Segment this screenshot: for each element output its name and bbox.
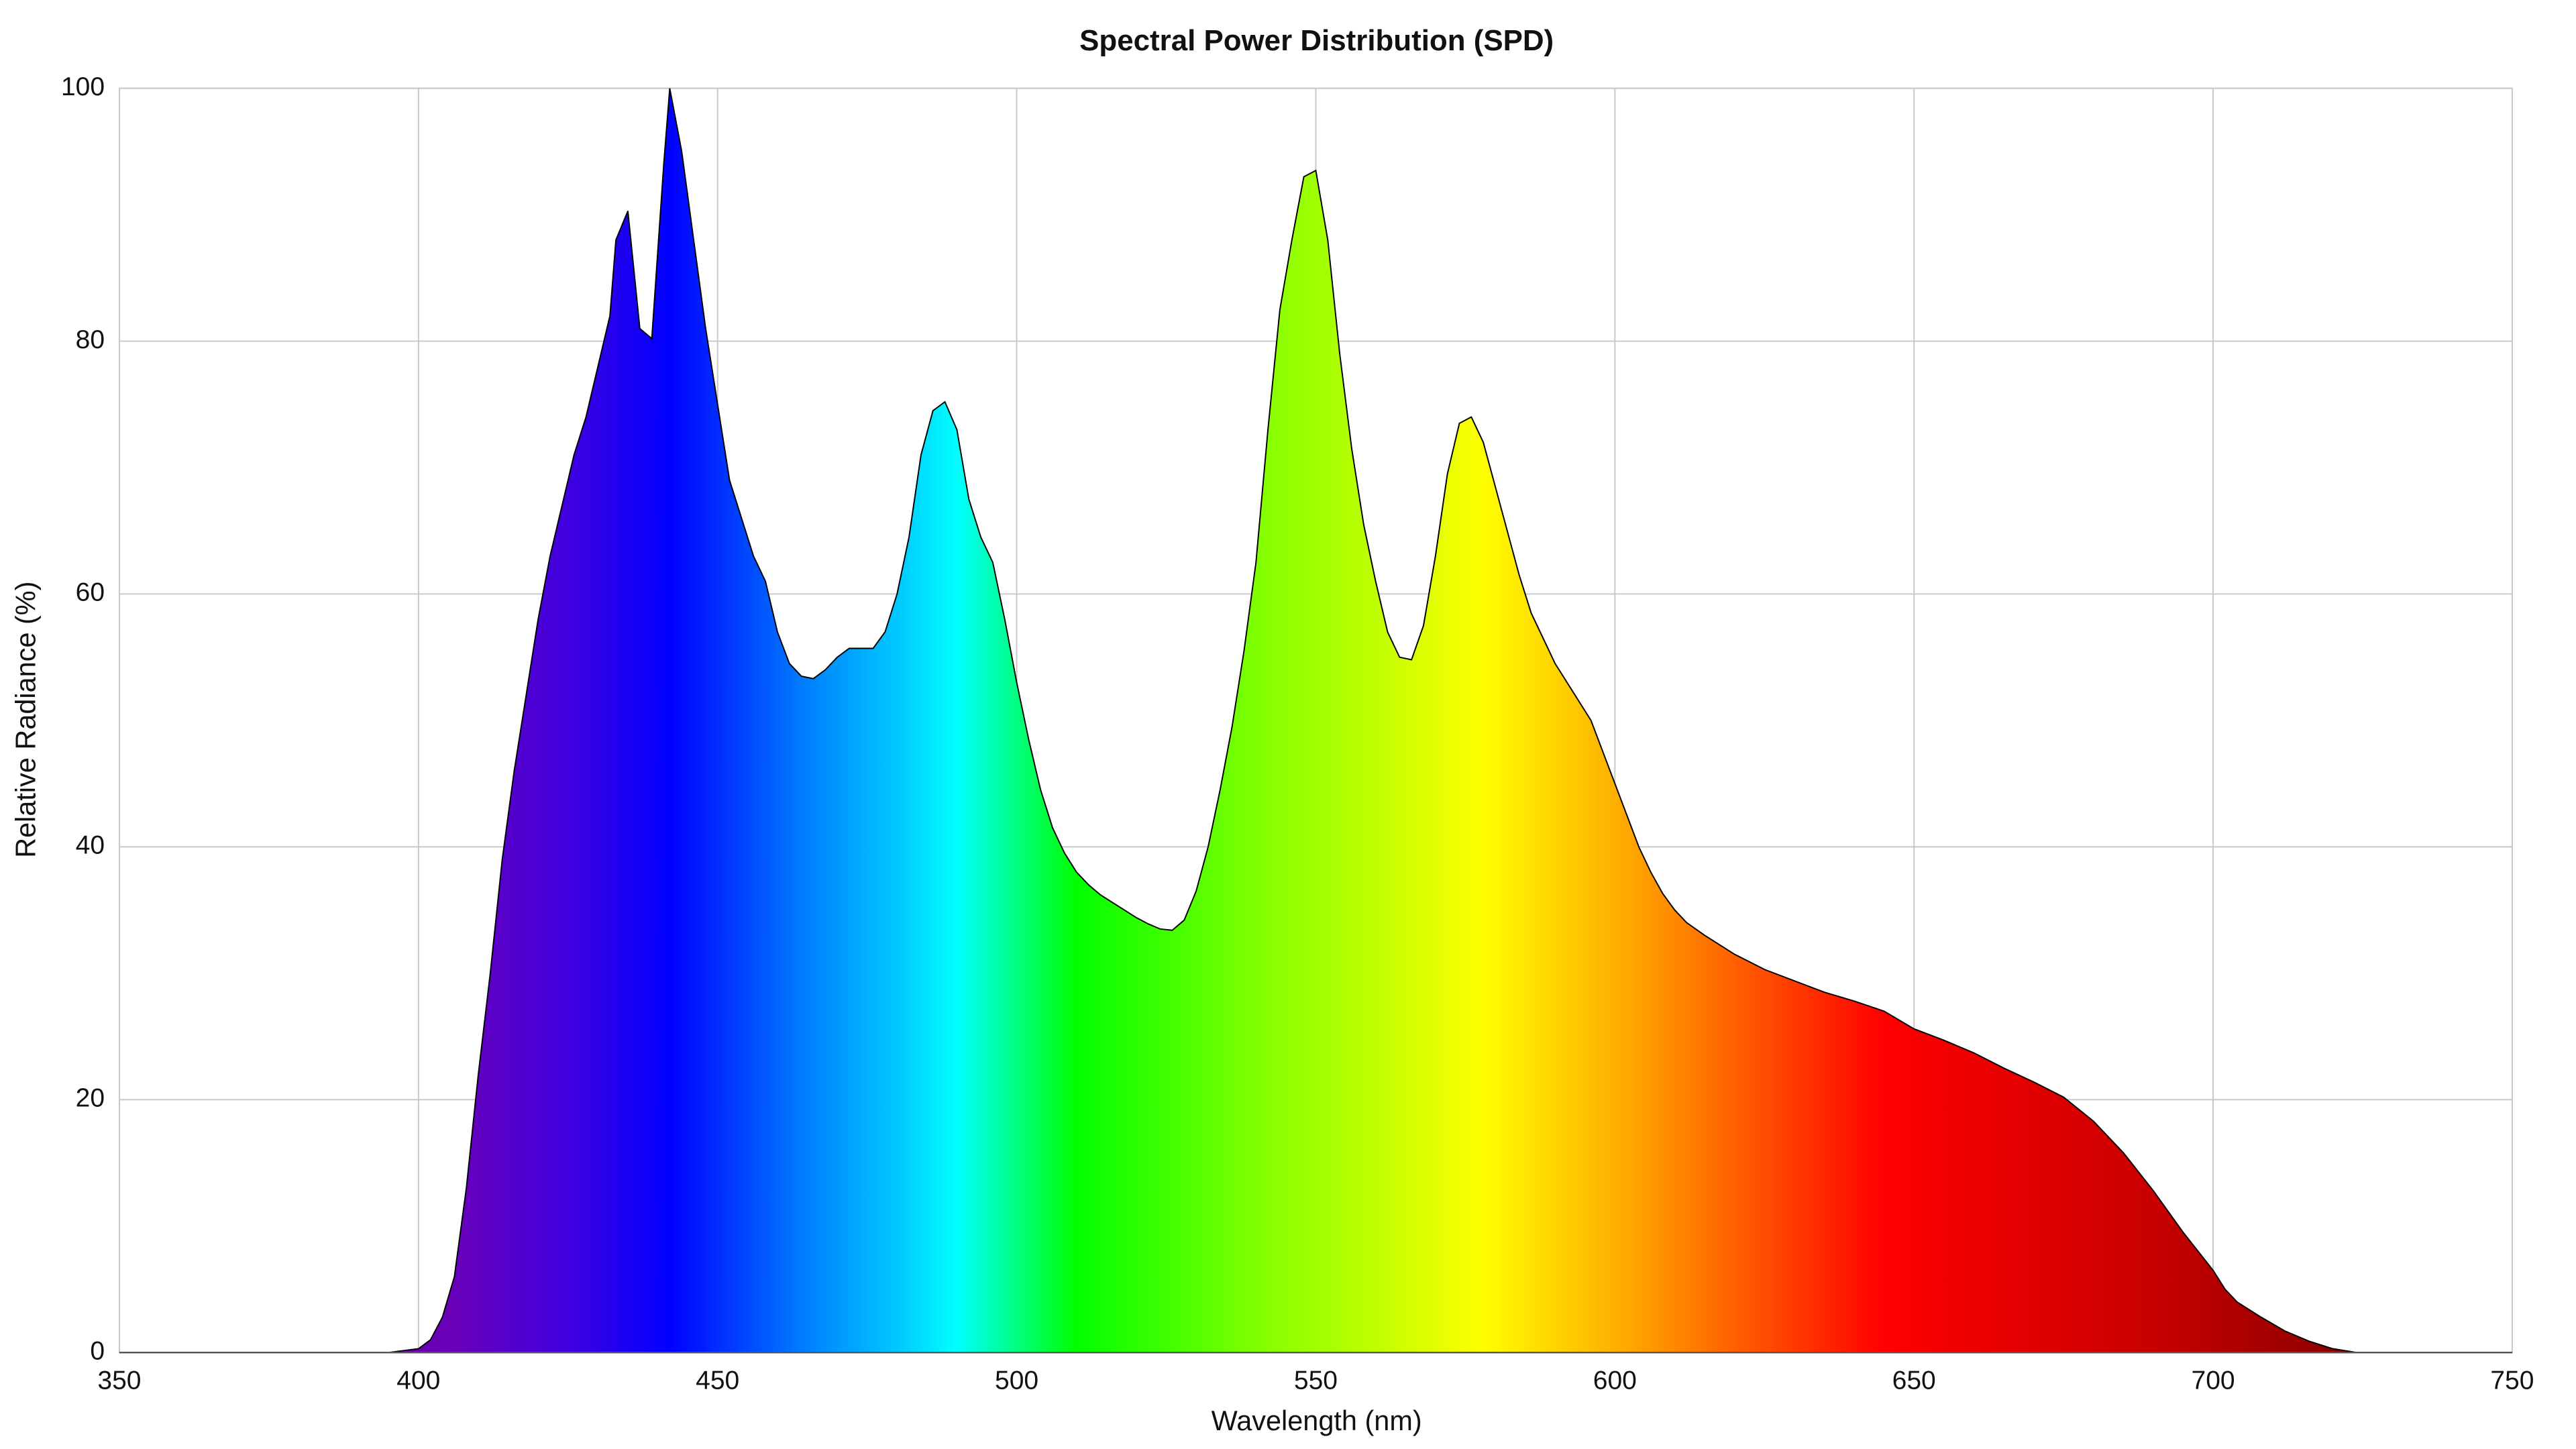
chart-title: Spectral Power Distribution (SPD) bbox=[1079, 24, 1554, 57]
x-tick-label: 450 bbox=[696, 1366, 739, 1395]
y-tick-label: 60 bbox=[76, 578, 105, 607]
y-tick-label: 40 bbox=[76, 831, 105, 860]
spectrum-area bbox=[119, 88, 2512, 1353]
x-tick-label: 750 bbox=[2490, 1366, 2534, 1395]
y-axis-title: Relative Radiance (%) bbox=[9, 582, 41, 858]
y-tick-label: 0 bbox=[90, 1336, 105, 1365]
x-tick-label: 600 bbox=[1593, 1366, 1637, 1395]
spectrum-line bbox=[119, 88, 2512, 1354]
x-tick-label: 350 bbox=[97, 1366, 141, 1395]
x-tick-label: 400 bbox=[396, 1366, 440, 1395]
x-axis-title: Wavelength (nm) bbox=[1212, 1405, 1422, 1436]
x-tick-label: 550 bbox=[1294, 1366, 1338, 1395]
x-tick-label: 500 bbox=[995, 1366, 1038, 1395]
x-tick-label: 650 bbox=[1892, 1366, 1936, 1395]
y-tick-label: 100 bbox=[61, 72, 105, 101]
x-tick-label: 700 bbox=[2192, 1366, 2235, 1395]
y-tick-label: 80 bbox=[76, 325, 105, 354]
y-tick-label: 20 bbox=[76, 1084, 105, 1113]
